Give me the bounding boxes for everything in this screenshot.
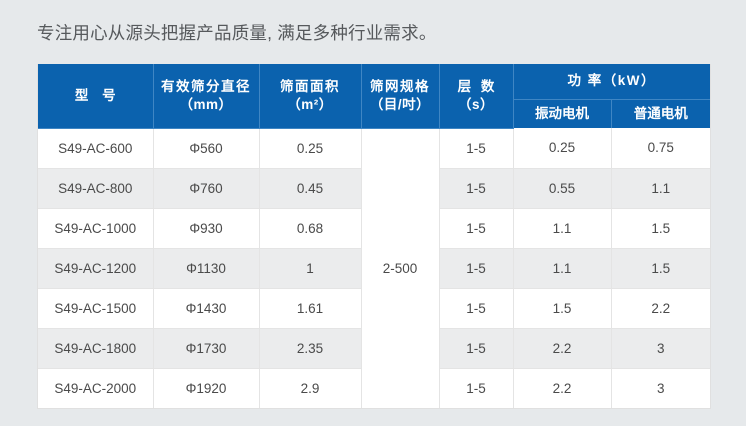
cell-effective-diameter: Φ760 [153, 168, 260, 209]
table-row: S49-AC-600 Φ560 0.25 2-500 1-5 0.25 0.75 [38, 128, 711, 408]
cell-layers: 1-5 [439, 208, 514, 249]
cell-mesh-spec-merged: 2-500 [361, 128, 440, 408]
cell-screen-area: 1 [259, 248, 362, 289]
column-header-power-vibration-motor: 振动电机 [513, 99, 612, 128]
cell-layers: 1-5 [439, 288, 514, 329]
header-row-primary: 型 号 有效筛分直径 （mm） 筛面面积 （m²） 筛网规格 （目/吋） [38, 64, 711, 129]
cell-power-vibration: 2.2 [513, 368, 612, 408]
table-row: S49-AC-1500 Φ1430 1.61 1-5 1.5 2.2 [38, 288, 711, 329]
cell-screen-area: 0.45 [259, 168, 362, 209]
cell-layers: 1-5 [439, 368, 514, 408]
specification-table-wrapper: 型 号 有效筛分直径 （mm） 筛面面积 （m²） 筛网规格 （目/吋） [37, 64, 711, 409]
cell-model: S49-AC-2000 [38, 368, 154, 408]
cell-model: S49-AC-1200 [38, 248, 154, 289]
specification-table: 型 号 有效筛分直径 （mm） 筛面面积 （m²） 筛网规格 （目/吋） [38, 64, 711, 408]
cell-power-ordinary: 0.75 [611, 128, 711, 169]
cell-model: S49-AC-1800 [38, 328, 154, 369]
cell-layers: 1-5 [439, 248, 514, 289]
cell-screen-area: 0.68 [259, 208, 362, 249]
cell-power-ordinary: 1.1 [611, 168, 711, 209]
cell-effective-diameter: Φ1730 [153, 328, 260, 369]
cell-power-ordinary: 1.5 [611, 248, 711, 289]
page-headline: 专注用心从源头把握产品质量, 满足多种行业需求。 [37, 23, 437, 43]
cell-effective-diameter: Φ560 [153, 128, 260, 169]
table-row: S49-AC-1000 Φ930 0.68 1-5 1.1 1.5 [38, 208, 711, 249]
cell-power-vibration: 1.5 [513, 288, 612, 329]
cell-power-ordinary: 3 [611, 368, 711, 408]
column-header-power-ordinary-motor: 普通电机 [611, 99, 711, 128]
cell-model: S49-AC-1000 [38, 208, 154, 249]
table-row: S49-AC-800 Φ760 0.45 1-5 0.55 1.1 [38, 168, 711, 209]
column-header-power-group: 功 率（kW） [513, 64, 711, 100]
cell-power-vibration: 2.2 [513, 328, 612, 369]
cell-power-ordinary: 1.5 [611, 208, 711, 249]
cell-power-ordinary: 3 [611, 328, 711, 369]
table-row: S49-AC-1800 Φ1730 2.35 1-5 2.2 3 [38, 328, 711, 369]
cell-layers: 1-5 [439, 128, 514, 169]
cell-power-vibration: 1.1 [513, 248, 612, 289]
column-header-mesh-spec: 筛网规格 （目/吋） [361, 64, 440, 129]
table-row: S49-AC-2000 Φ1920 2.9 1-5 2.2 3 [38, 368, 711, 408]
column-header-model: 型 号 [38, 64, 154, 129]
cell-screen-area: 2.35 [259, 328, 362, 369]
cell-effective-diameter: Φ1430 [153, 288, 260, 329]
cell-power-ordinary: 2.2 [611, 288, 711, 329]
cell-power-vibration: 0.25 [513, 128, 612, 169]
header-row-secondary: 振动电机 普通电机 [38, 99, 711, 128]
table-head: 型 号 有效筛分直径 （mm） 筛面面积 （m²） 筛网规格 （目/吋） [38, 64, 711, 129]
cell-power-vibration: 1.1 [513, 208, 612, 249]
cell-screen-area: 1.61 [259, 288, 362, 329]
cell-effective-diameter: Φ1130 [153, 248, 260, 289]
cell-model: S49-AC-1500 [38, 288, 154, 329]
cell-layers: 1-5 [439, 168, 514, 209]
column-header-effective-diameter: 有效筛分直径 （mm） [153, 64, 260, 129]
cell-model: S49-AC-800 [38, 168, 154, 209]
column-header-screen-area: 筛面面积 （m²） [259, 64, 362, 129]
column-header-layers: 层 数 （s） [439, 64, 514, 129]
cell-power-vibration: 0.55 [513, 168, 612, 209]
cell-effective-diameter: Φ1920 [153, 368, 260, 408]
table-row: S49-AC-1200 Φ1130 1 1-5 1.1 1.5 [38, 248, 711, 289]
cell-layers: 1-5 [439, 328, 514, 369]
cell-model: S49-AC-600 [38, 128, 154, 169]
cell-screen-area: 2.9 [259, 368, 362, 408]
cell-effective-diameter: Φ930 [153, 208, 260, 249]
table-body: S49-AC-600 Φ560 0.25 2-500 1-5 0.25 0.75 S49-AC… [38, 128, 711, 408]
cell-screen-area: 0.25 [259, 128, 362, 169]
